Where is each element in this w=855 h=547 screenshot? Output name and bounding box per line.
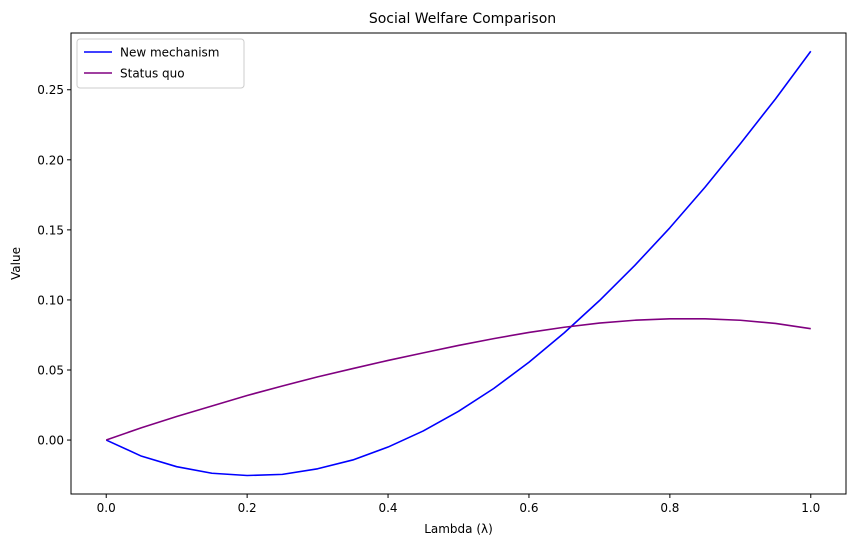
y-axis-ticks: 0.00 0.05 0.10 0.15 0.20 0.25 — [37, 83, 71, 448]
series-line-new-mechanism — [105, 50, 812, 477]
y-axis-label: Value — [9, 247, 23, 280]
y-tick-label: 0.20 — [37, 153, 64, 167]
x-tick-label: 0.4 — [378, 501, 397, 515]
y-tick-label: 0.25 — [37, 83, 64, 97]
x-axis-label: Lambda (λ) — [424, 522, 493, 536]
x-tick-label: 0.2 — [238, 501, 257, 515]
plot-lines — [105, 50, 812, 477]
series-line-status-quo — [105, 318, 811, 441]
x-tick-label: 0.8 — [660, 501, 679, 515]
y-tick-label: 0.15 — [37, 223, 64, 237]
legend: New mechanism Status quo — [76, 38, 245, 89]
y-tick-label: 0.10 — [37, 293, 64, 307]
plot-frame — [70, 32, 847, 495]
y-tick-label: 0.00 — [37, 434, 64, 448]
legend-box — [76, 38, 245, 89]
chart-title: Social Welfare Comparison — [369, 11, 556, 27]
x-tick-label: 1.0 — [801, 501, 820, 515]
x-axis-ticks: 0.0 0.2 0.4 0.6 0.8 1.0 — [97, 494, 820, 515]
legend-label-status-quo: Status quo — [120, 67, 185, 81]
legend-label-new-mechanism: New mechanism — [120, 46, 220, 60]
y-tick-label: 0.05 — [37, 363, 64, 377]
x-tick-label: 0.0 — [97, 501, 116, 515]
x-tick-label: 0.6 — [519, 501, 538, 515]
